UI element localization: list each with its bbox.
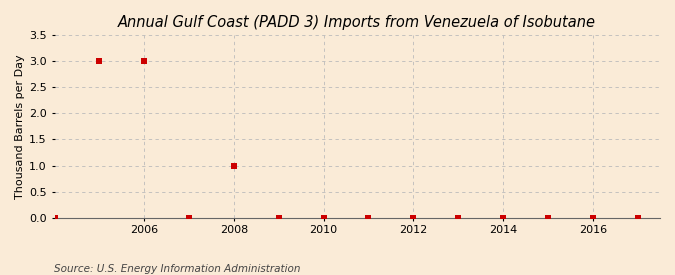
Point	[49, 215, 60, 220]
Text: Source: U.S. Energy Information Administration: Source: U.S. Energy Information Administ…	[54, 264, 300, 274]
Point	[318, 215, 329, 220]
Point	[497, 215, 508, 220]
Point	[94, 59, 105, 64]
Point	[408, 215, 418, 220]
Point	[587, 215, 598, 220]
Point	[184, 215, 194, 220]
Y-axis label: Thousand Barrels per Day: Thousand Barrels per Day	[15, 54, 25, 199]
Point	[453, 215, 464, 220]
Point	[543, 215, 554, 220]
Title: Annual Gulf Coast (PADD 3) Imports from Venezuela of Isobutane: Annual Gulf Coast (PADD 3) Imports from …	[118, 15, 596, 30]
Point	[139, 59, 150, 64]
Point	[632, 215, 643, 220]
Point	[363, 215, 374, 220]
Point	[273, 215, 284, 220]
Point	[229, 163, 240, 168]
